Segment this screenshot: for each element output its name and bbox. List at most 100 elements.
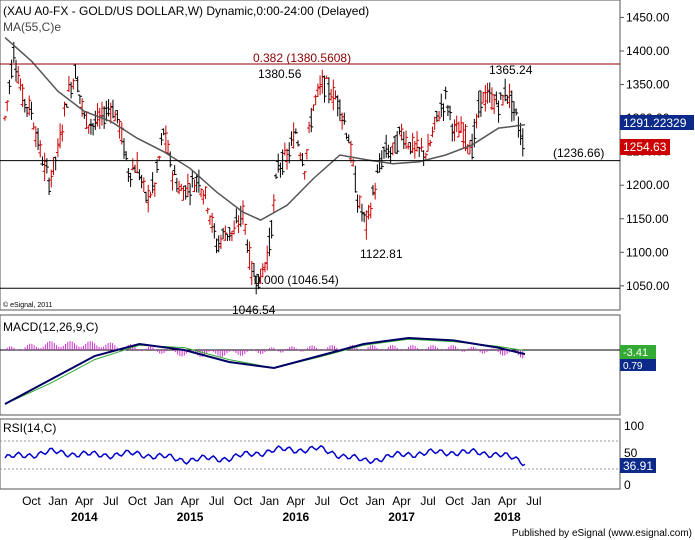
ohlc-bar [196,169,201,193]
ohlc-bar [234,208,239,224]
ohlc-bar [223,225,228,241]
ohlc-bar [441,103,446,121]
annotation-high-1365: 1365.24 [489,63,533,77]
time-tick-label: Jul [209,494,224,508]
ohlc-bar [269,220,274,239]
time-tick-label: Jul [420,494,435,508]
ohlc-bar [263,261,267,273]
ohlc-bar [108,102,113,124]
macd-tag: -3.41 [623,347,648,359]
ohlc-bar [375,164,380,174]
ohlc-bar [185,173,190,198]
ohlc-bar [514,108,519,116]
time-tick-label: Jan [471,494,490,508]
price-tick-label: 1200.00 [626,178,670,192]
ohlc-bar [428,139,433,147]
ohlc-bar [307,121,312,134]
rsi-tag-bg [620,458,656,473]
ohlc-bar [16,65,21,85]
ohlc-bar [450,123,455,142]
ohlc-bar [485,82,490,104]
price-tick-label: 1100.00 [626,245,669,259]
ohlc-bar [357,195,362,209]
ohlc-bar [236,215,241,234]
ohlc-bar [276,153,281,173]
ohlc-bar [355,194,360,213]
time-tick-label: Apr [392,494,411,508]
rsi-panel [0,418,621,490]
ohlc-bar [188,183,193,206]
signal-tag: 0.79 [623,361,643,372]
ohlc-bar [194,174,199,193]
ohlc-bar [430,126,435,138]
published-by: Published by eSignal (www.esignal.com) [512,528,692,539]
ohlc-bar [476,91,481,118]
ohlc-bar [507,83,512,109]
ohlc-bar [150,172,155,194]
ohlc-bar [170,171,175,191]
ohlc-bar [500,94,505,106]
ohlc-bar [73,63,78,79]
ohlc-bar [298,152,303,161]
ohlc-bar [110,99,115,119]
time-tick-label: Apr [498,494,517,508]
ohlc-bar [135,151,140,174]
ohlc-bar [7,79,12,95]
ohlc-bar [278,162,283,178]
ohlc-bar [27,95,32,116]
ohlc-bar [9,59,14,79]
ohlc-bar [119,122,124,145]
ohlc-bar [60,124,65,142]
ohlc-bar [320,69,325,94]
ohlc-bar [133,164,137,173]
close-value-tag: 1254.63 [623,140,667,154]
ohlc-bar [381,146,386,159]
ohlc-bar [155,159,160,173]
ohlc-bar [498,92,503,100]
ohlc-bar [489,87,494,111]
ohlc-bar [152,182,157,197]
ohlc-bar [511,101,516,121]
ohlc-bar [282,142,287,156]
ma-55-line [4,36,526,221]
ohlc-bar [300,152,305,167]
ohlc-bar [344,132,349,140]
ohlc-bar [172,165,177,176]
ohlc-bar [470,133,475,160]
ohlc-bar [5,100,10,112]
ohlc-bar [203,186,208,200]
ohlc-bar [139,174,144,189]
ohlc-bar [315,83,320,97]
ohlc-bar [115,110,120,124]
macd-legend: MACD(12,26,9,C) [3,320,98,334]
ohlc-bar [456,121,461,138]
ohlc-bar [82,111,87,119]
ohlc-bar [331,79,336,111]
ohlc-bar [18,78,23,91]
ohlc-bar [75,76,80,93]
ohlc-bar [113,111,118,122]
ohlc-bar [478,90,483,117]
ohlc-bar [179,183,184,192]
ohlc-bar [399,123,404,141]
ohlc-bar [42,152,47,182]
ohlc-bar [313,94,318,105]
ohlc-bar [377,153,382,173]
ohlc-bar [166,139,171,154]
ohlc-bar [181,185,186,201]
ohlc-bar [49,169,54,188]
ohlc-bar [144,191,149,203]
rsi-line [4,444,526,467]
ohlc-bar [373,182,378,200]
ohlc-bar [71,78,76,90]
ohlc-bar [84,111,89,129]
ohlc-bar [29,101,34,120]
ohlc-bar [322,75,327,103]
price-tick-label: 1450.00 [626,10,670,24]
time-tick-label: Jul [103,494,118,508]
price-panel [0,0,621,311]
ohlc-bar [340,112,345,130]
ohlc-bar [452,119,457,142]
ohlc-bar [463,124,468,152]
ohlc-bar [503,78,508,102]
